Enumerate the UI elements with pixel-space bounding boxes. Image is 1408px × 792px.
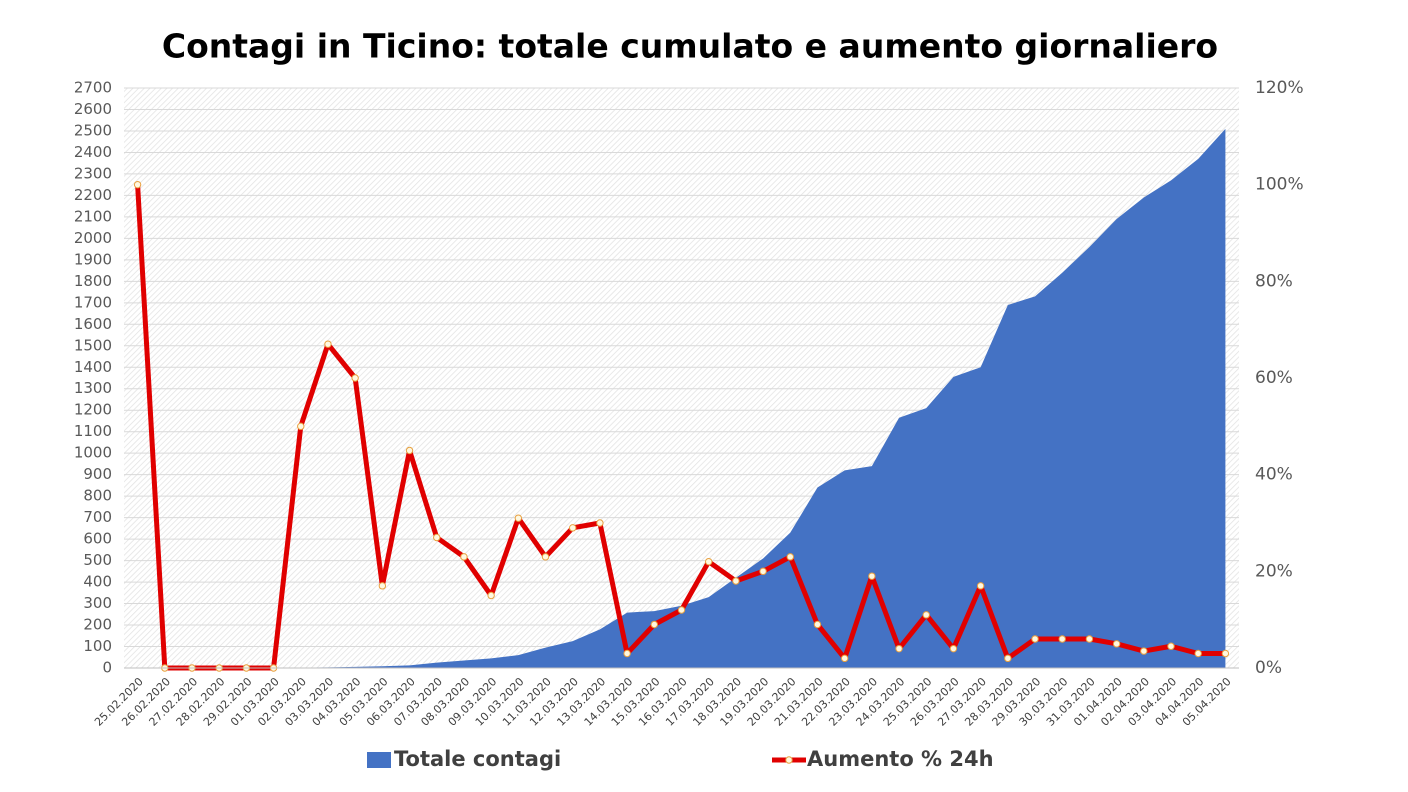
point: [704, 557, 713, 566]
y-tick-label: 1100: [74, 422, 112, 440]
point: [297, 422, 305, 431]
chart-title: Contagi in Ticino: totale cumulato e aum…: [162, 27, 1218, 66]
y-tick-label: 1300: [74, 379, 112, 397]
point: [1221, 649, 1230, 658]
y-tick-label: 1500: [74, 336, 112, 354]
point: [1140, 647, 1148, 655]
y-tick-label: 2600: [74, 100, 112, 118]
point: [378, 582, 387, 590]
y-tick-label: 2400: [74, 143, 112, 161]
y-tick-label: 1900: [74, 250, 112, 268]
y-tick-label: 2500: [74, 121, 112, 139]
y2-tick-label: 40%: [1255, 465, 1293, 485]
point: [677, 606, 686, 614]
point: [840, 654, 849, 663]
point: [1058, 635, 1066, 643]
y-tick-label: 2300: [74, 164, 112, 182]
point: [460, 553, 468, 561]
point: [569, 524, 577, 532]
y-tick-label: 2200: [74, 186, 112, 204]
legend-label: Aumento % 24h: [807, 747, 994, 771]
point: [786, 553, 794, 561]
point: [1167, 642, 1175, 650]
y-tick-label: 0: [102, 659, 112, 677]
point: [1031, 635, 1039, 643]
point: [1085, 635, 1094, 643]
y-tick-label: 1400: [74, 358, 112, 376]
y-tick-label: 300: [83, 594, 112, 612]
y-tick-label: 600: [83, 530, 112, 548]
y-tick-label: 500: [83, 551, 112, 569]
point: [976, 582, 985, 590]
y-tick-label: 1200: [74, 401, 112, 419]
point: [813, 620, 822, 629]
y-tick-label: 800: [83, 487, 112, 505]
y2-tick-label: 120%: [1255, 78, 1304, 98]
y-tick-label: 2700: [74, 79, 112, 97]
area: [137, 128, 1226, 668]
point: [949, 644, 958, 653]
y2-tick-label: 20%: [1255, 561, 1293, 581]
y2-tick-label: 80%: [1255, 271, 1293, 291]
y-tick-label: 1000: [74, 444, 112, 462]
point: [623, 649, 631, 658]
y-tick-label: 1700: [74, 293, 112, 311]
point: [759, 567, 767, 576]
legend-label: Totale contagi: [394, 747, 561, 771]
point: [514, 514, 523, 522]
y-tick-label: 400: [83, 573, 112, 591]
y-tick-label: 900: [83, 465, 112, 483]
point: [895, 644, 903, 653]
y2-tick-label: 100%: [1255, 175, 1304, 195]
point: [1194, 649, 1202, 658]
y2-tick-label: 0%: [1255, 658, 1282, 678]
y-tick-label: 2100: [74, 207, 112, 225]
legend-swatch: [367, 752, 391, 768]
point: [324, 340, 332, 348]
point: [351, 374, 359, 382]
point: [868, 572, 876, 580]
point: [487, 591, 495, 600]
point: [732, 577, 740, 585]
point: [1004, 654, 1012, 663]
point: [650, 620, 659, 629]
y2-tick-label: 60%: [1255, 368, 1293, 388]
y-tick-label: 1600: [74, 315, 112, 333]
point: [405, 446, 414, 455]
point: [922, 611, 930, 619]
y-tick-label: 2000: [74, 229, 112, 247]
point: [541, 553, 550, 561]
y-tick-label: 200: [83, 616, 112, 634]
point: [133, 180, 142, 189]
point: [433, 533, 441, 542]
y-tick-label: 100: [83, 637, 112, 655]
y-tick-label: 1800: [74, 272, 112, 290]
point: [1112, 640, 1121, 648]
point: [596, 519, 604, 527]
y-tick-label: 700: [83, 508, 112, 526]
legend-marker: [785, 756, 793, 764]
